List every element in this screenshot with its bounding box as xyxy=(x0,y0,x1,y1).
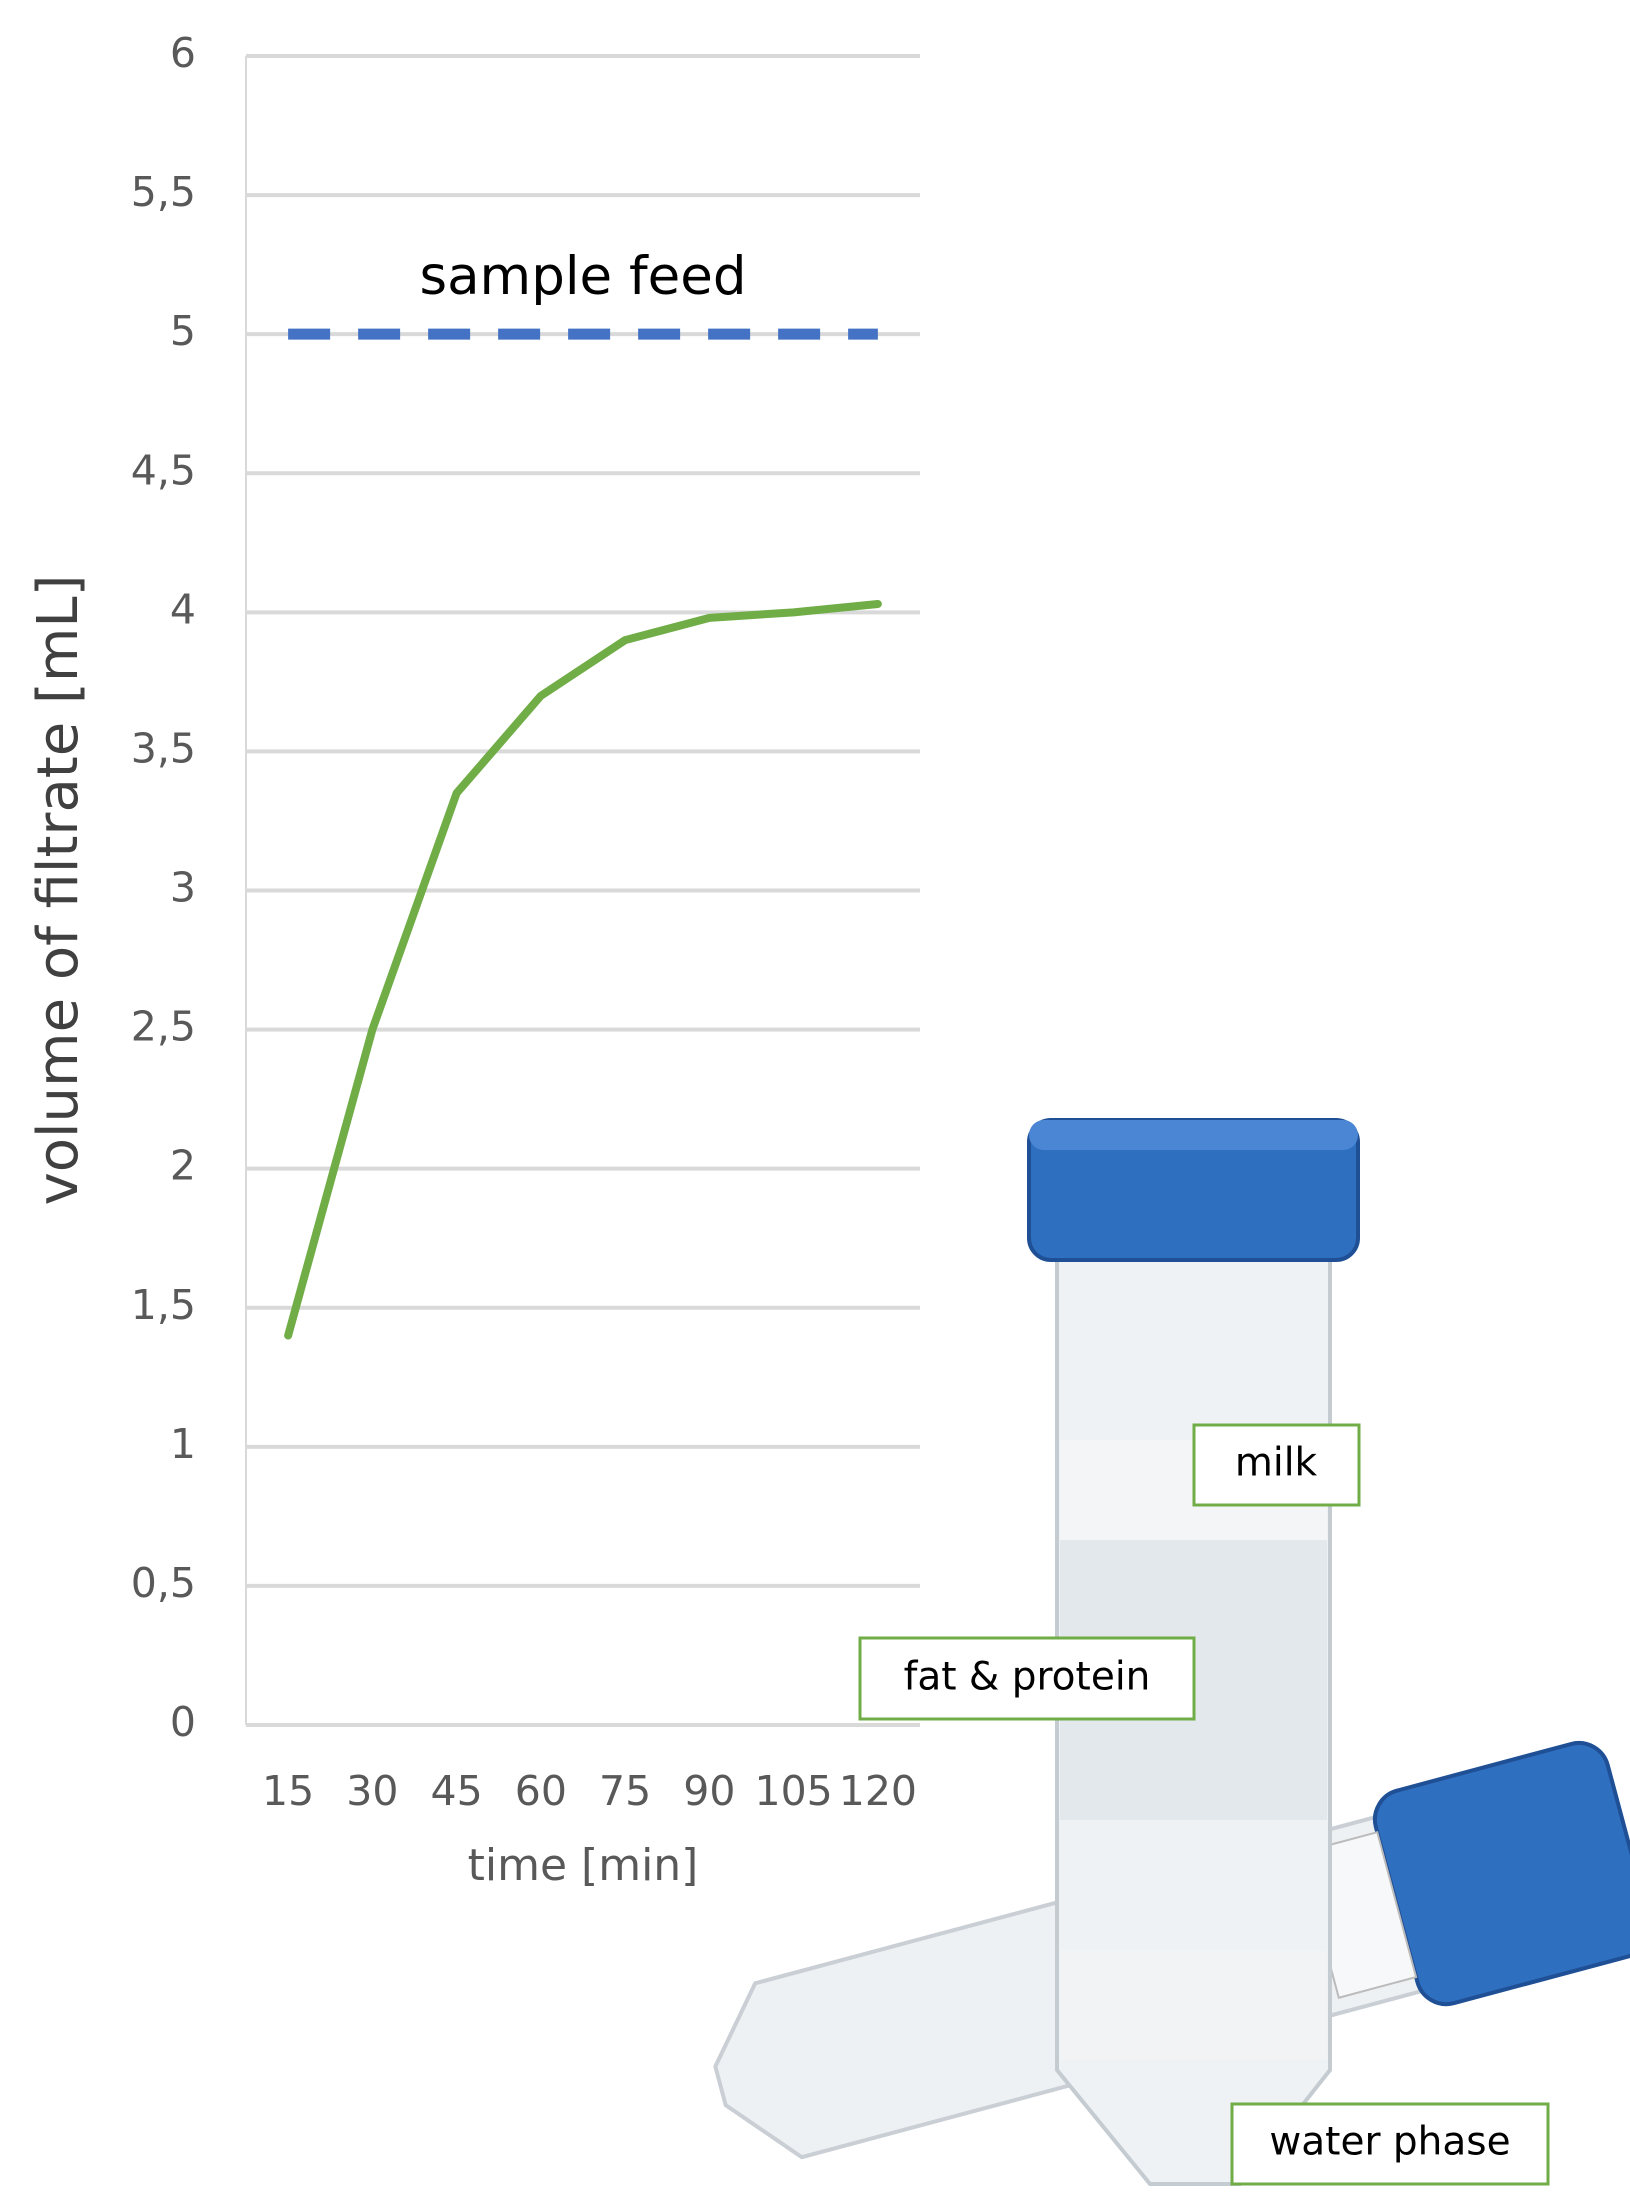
y-tick-label: 0,5 xyxy=(131,1559,196,1607)
y-tick-label: 2 xyxy=(170,1142,196,1190)
x-tick-label: 30 xyxy=(346,1767,398,1815)
y-axis-title: volume of filtrate [mL] xyxy=(26,575,91,1206)
annotation: milk xyxy=(1235,1441,1318,1486)
x-tick-label: 90 xyxy=(683,1767,735,1815)
x-axis-title: time [min] xyxy=(468,1840,699,1891)
page: volume of filtrate [mL] time [min] milk … xyxy=(0,0,1630,2193)
line-series xyxy=(288,604,878,1336)
annotation-box: milk xyxy=(1194,1425,1359,1505)
annotation: water phase xyxy=(1269,2120,1510,2165)
annotation-box: fat & protein xyxy=(860,1638,1194,1719)
y-tick-label: 4,5 xyxy=(131,446,196,494)
y-tick-label: 4 xyxy=(170,585,196,633)
x-tick-label: 75 xyxy=(599,1767,651,1815)
annotation: fat & protein xyxy=(904,1655,1151,1700)
x-tick-label: 60 xyxy=(515,1767,567,1815)
x-tick-label: 120 xyxy=(839,1767,917,1815)
y-tick-label: 2,5 xyxy=(131,1003,196,1051)
y-tick-label: 6 xyxy=(170,29,196,77)
annotation-box: water phase xyxy=(1232,2104,1548,2184)
x-tick-label: 15 xyxy=(262,1767,314,1815)
y-tick-label: 1,5 xyxy=(131,1281,196,1329)
series-label: sample feed xyxy=(419,246,746,307)
y-tick-label: 3 xyxy=(170,864,196,912)
y-tick-label: 5,5 xyxy=(131,168,196,216)
y-tick-label: 3,5 xyxy=(131,724,196,772)
x-tick-label: 105 xyxy=(754,1767,832,1815)
y-tick-label: 1 xyxy=(170,1420,196,1468)
y-tick-label: 0 xyxy=(170,1698,196,1746)
x-tick-label: 45 xyxy=(431,1767,483,1815)
y-tick-label: 5 xyxy=(170,307,196,355)
